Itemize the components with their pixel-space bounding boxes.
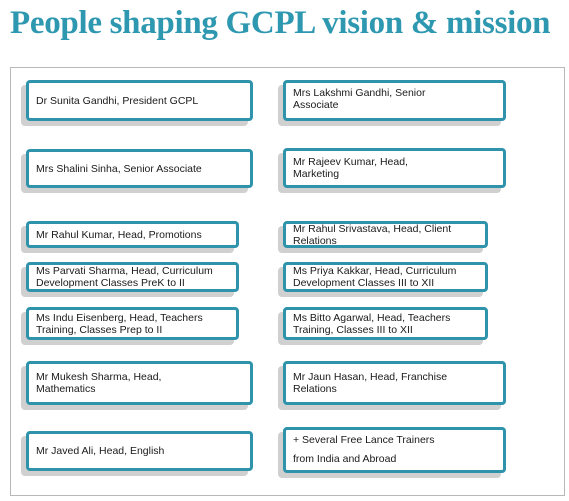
- page-title: People shaping GCPL vision & mission: [10, 2, 565, 44]
- card-indu-eisenberg: Ms Indu Eisenberg, Head, Teachers Traini…: [26, 307, 239, 340]
- card-label: Dr Sunita Gandhi, President GCPL: [36, 95, 198, 107]
- card-label: Mr Rajeev Kumar, Head, Marketing: [293, 156, 408, 180]
- card-shalini-sinha: Mrs Shalini Sinha, Senior Associate: [26, 149, 253, 188]
- card-rahul-srivastava: Mr Rahul Srivastava, Head, Client Relati…: [283, 221, 488, 248]
- card-label: Mr Rahul Srivastava, Head, Client Relati…: [293, 223, 451, 247]
- card-label: + Several Free Lance Trainers from India…: [293, 431, 435, 469]
- card-javed-ali: Mr Javed Ali, Head, English: [26, 431, 253, 471]
- card-jaun-hasan: Mr Jaun Hasan, Head, Franchise Relations: [283, 361, 506, 405]
- card-lakshmi-gandhi: Mrs Lakshmi Gandhi, Senior Associate: [283, 80, 506, 121]
- card-label: Ms Indu Eisenberg, Head, Teachers Traini…: [36, 312, 203, 336]
- card-freelance-trainers: + Several Free Lance Trainers from India…: [283, 427, 506, 473]
- card-label: Mr Mukesh Sharma, Head, Mathematics: [36, 371, 161, 395]
- card-rahul-kumar: Mr Rahul Kumar, Head, Promotions: [26, 221, 239, 248]
- card-priya-kakkar: Ms Priya Kakkar, Head, Curriculum Develo…: [283, 262, 488, 292]
- card-rajeev-kumar: Mr Rajeev Kumar, Head, Marketing: [283, 148, 506, 188]
- card-sunita-gandhi: Dr Sunita Gandhi, President GCPL: [26, 80, 253, 121]
- card-label: Mr Javed Ali, Head, English: [36, 445, 164, 457]
- card-label: Ms Bitto Agarwal, Head, Teachers Trainin…: [293, 312, 450, 336]
- card-parvati-sharma: Ms Parvati Sharma, Head, Curriculum Deve…: [26, 262, 239, 292]
- card-label: Mr Jaun Hasan, Head, Franchise Relations: [293, 371, 447, 395]
- card-label: Ms Priya Kakkar, Head, Curriculum Develo…: [293, 265, 456, 289]
- card-bitto-agarwal: Ms Bitto Agarwal, Head, Teachers Trainin…: [283, 307, 488, 340]
- card-label: Mrs Shalini Sinha, Senior Associate: [36, 163, 202, 175]
- card-label: Mr Rahul Kumar, Head, Promotions: [36, 229, 202, 241]
- card-label: Mrs Lakshmi Gandhi, Senior Associate: [293, 87, 425, 111]
- card-label: Ms Parvati Sharma, Head, Curriculum Deve…: [36, 265, 213, 289]
- card-mukesh-sharma: Mr Mukesh Sharma, Head, Mathematics: [26, 361, 253, 405]
